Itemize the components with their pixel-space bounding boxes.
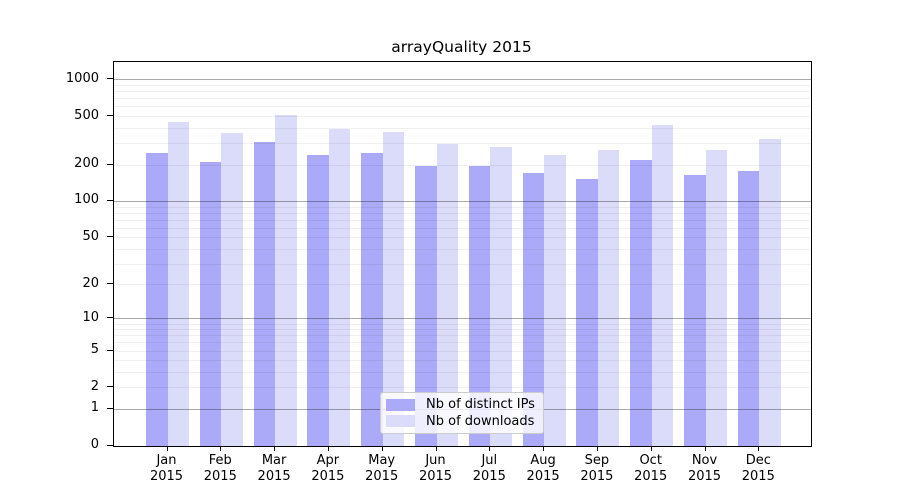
bar-downloads-dec <box>759 138 781 446</box>
bar-downloads-jan <box>167 122 189 446</box>
bar-distinct-ips-jan <box>146 153 168 446</box>
x-label-oct: Oct 2015 <box>634 453 668 484</box>
y-label-2: 2 <box>90 378 99 394</box>
y-tick-100 <box>107 199 113 201</box>
x-label-aug: Aug 2015 <box>526 453 560 484</box>
y-tick-2 <box>107 386 113 388</box>
y-label-1: 1 <box>90 400 99 416</box>
legend-item-downloads: Nb of downloads <box>386 414 537 429</box>
y-label-500: 500 <box>74 107 99 123</box>
y-label-5: 5 <box>90 342 99 358</box>
x-label-feb: Feb 2015 <box>203 453 237 484</box>
y-tick-500 <box>107 115 113 117</box>
y-label-50: 50 <box>82 228 99 244</box>
bar-distinct-ips-apr <box>307 155 329 446</box>
bar-downloads-apr <box>328 128 351 446</box>
x-label-nov: Nov 2015 <box>687 453 722 484</box>
x-tick-nov <box>704 446 706 451</box>
x-tick-jul <box>489 446 491 451</box>
bar-downloads-nov <box>705 150 727 446</box>
bar-distinct-ips-dec <box>737 171 760 446</box>
legend-item-distinct-ips: Nb of distinct IPs <box>386 397 537 412</box>
x-label-jan: Jan 2015 <box>149 453 184 484</box>
x-tick-apr <box>327 446 329 451</box>
bar-distinct-ips-sep <box>576 178 598 446</box>
y-label-0: 0 <box>90 437 99 452</box>
legend-label-downloads: Nb of downloads <box>426 413 535 429</box>
x-tick-may <box>381 446 383 451</box>
legend: Nb of distinct IPs Nb of downloads <box>380 392 544 434</box>
x-label-sep: Sep 2015 <box>580 453 614 484</box>
y-label-1000: 1000 <box>65 70 99 86</box>
bar-distinct-ips-oct <box>630 160 652 446</box>
x-label-apr: Apr 2015 <box>311 453 345 484</box>
bar-downloads-mar <box>275 115 297 446</box>
bar-downloads-sep <box>597 149 620 446</box>
bar-distinct-ips-aug <box>522 172 545 446</box>
x-label-jun: Jun 2015 <box>418 453 453 484</box>
y-tick-10 <box>107 317 113 319</box>
x-tick-oct <box>650 446 652 451</box>
legend-swatch-downloads <box>386 415 415 428</box>
x-tick-jan <box>166 446 168 451</box>
y-tick-1 <box>107 407 113 409</box>
y-tick-1000 <box>107 78 113 80</box>
y-label-200: 200 <box>74 156 99 172</box>
y-tick-0 <box>107 444 113 446</box>
y-tick-200 <box>107 163 113 165</box>
x-tick-sep <box>596 446 598 451</box>
bar-downloads-oct <box>651 125 674 446</box>
y-label-100: 100 <box>74 192 99 208</box>
bar-downloads-aug <box>544 155 566 446</box>
chart-title: arrayQuality 2015 <box>391 38 532 56</box>
legend-label-distinct-ips: Nb of distinct IPs <box>426 397 535 413</box>
x-label-may: May 2015 <box>365 453 399 484</box>
x-label-mar: Mar 2015 <box>257 453 291 484</box>
bar-distinct-ips-mar <box>253 141 276 446</box>
x-label-dec: Dec 2015 <box>741 453 775 484</box>
x-tick-jun <box>435 446 437 451</box>
bar-distinct-ips-jul <box>468 165 491 446</box>
y-tick-5 <box>107 349 113 351</box>
x-tick-dec <box>758 446 760 451</box>
y-tick-20 <box>107 283 113 285</box>
bar-distinct-ips-nov <box>684 174 706 446</box>
bar-downloads-may <box>382 132 405 446</box>
x-tick-aug <box>543 446 545 451</box>
bar-distinct-ips-feb <box>199 162 222 446</box>
bar-distinct-ips-jun <box>415 165 437 446</box>
legend-swatch-distinct-ips <box>386 398 415 411</box>
y-label-20: 20 <box>82 275 99 291</box>
bar-downloads-jul <box>490 147 512 446</box>
bar-distinct-ips-may <box>361 153 383 446</box>
bars-layer <box>114 62 811 446</box>
x-label-jul: Jul 2015 <box>472 453 506 484</box>
bar-downloads-feb <box>221 133 243 446</box>
x-tick-mar <box>274 446 276 451</box>
x-tick-feb <box>220 446 222 451</box>
y-tick-50 <box>107 236 113 238</box>
bar-downloads-jun <box>436 144 458 446</box>
y-label-10: 10 <box>82 309 99 325</box>
plot-area <box>113 61 812 447</box>
